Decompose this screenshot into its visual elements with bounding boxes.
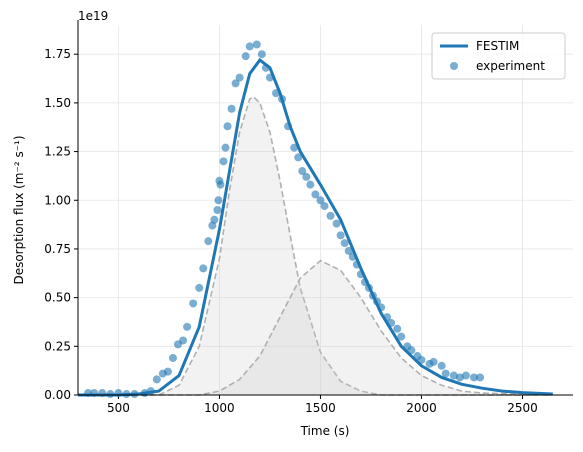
point [373,297,382,306]
point [417,355,426,364]
offset-label: 1e19 [78,9,108,23]
y-tick-label: 1.00 [44,193,71,207]
component-line [78,259,553,396]
x-axis-label: Time (s) [300,424,350,438]
point [257,50,266,59]
point [261,63,270,72]
component-area [78,260,553,395]
point [290,143,299,152]
point [179,336,188,345]
y-axis-label: Desorption flux (m⁻² s⁻¹) [12,135,26,284]
point [241,52,250,61]
point [437,361,446,370]
legend-label: experiment [476,59,545,73]
point [407,346,416,355]
point [189,299,198,308]
y-tick-label: 0.25 [44,339,71,353]
y-tick-label: 0.75 [44,242,71,256]
point [195,283,204,292]
legend-marker [450,62,458,70]
point [90,389,99,398]
point [441,369,450,378]
legend-label: FESTIM [476,39,519,53]
point [98,389,107,398]
point [106,390,115,399]
point [455,373,464,382]
point [219,157,228,166]
point [368,291,377,300]
point [352,260,361,269]
y-tick-label: 0.00 [44,388,71,402]
point [130,390,139,399]
point [252,40,261,49]
point [311,190,320,199]
y-tick-label: 1.75 [44,47,71,61]
point [214,196,223,205]
point [216,180,225,189]
point [348,252,357,261]
point [306,180,315,189]
point [364,283,373,292]
point [387,318,396,327]
point [152,375,161,384]
point [476,373,485,382]
point [302,172,311,181]
y-tick-label: 0.50 [44,291,71,305]
point [320,202,329,211]
point [393,324,402,333]
point [294,153,303,162]
point [461,371,470,380]
x-tick-label: 2000 [406,401,437,415]
point [122,390,131,399]
point [272,89,280,98]
point [344,246,353,255]
point [163,367,172,376]
component-line [78,96,553,396]
point [326,211,335,220]
y-tick-label: 1.25 [44,145,71,159]
x-tick-label: 2500 [507,401,538,415]
point [449,371,458,380]
x-tick-label: 500 [107,401,130,415]
point [265,73,274,82]
point [470,373,478,382]
y-tick-label: 1.50 [44,96,71,110]
point [429,357,438,366]
point [146,387,155,396]
point [204,237,213,246]
point [213,206,222,214]
point [183,322,192,331]
point [168,354,177,362]
point [383,313,392,322]
point [227,104,236,113]
point [223,122,232,131]
point [278,95,287,103]
point [360,278,369,287]
point [231,79,240,88]
point [332,219,341,228]
point [397,332,406,341]
point [316,196,325,205]
point [199,264,208,273]
point [356,270,365,279]
point [377,303,386,312]
x-tick-label: 1500 [305,401,336,415]
point [245,42,254,51]
point [210,215,219,224]
point [284,122,293,131]
point [235,73,244,82]
point [298,167,307,176]
x-tick-label: 1000 [204,401,235,415]
point [340,239,349,248]
point [114,389,123,398]
point [221,143,230,152]
point [336,231,345,240]
